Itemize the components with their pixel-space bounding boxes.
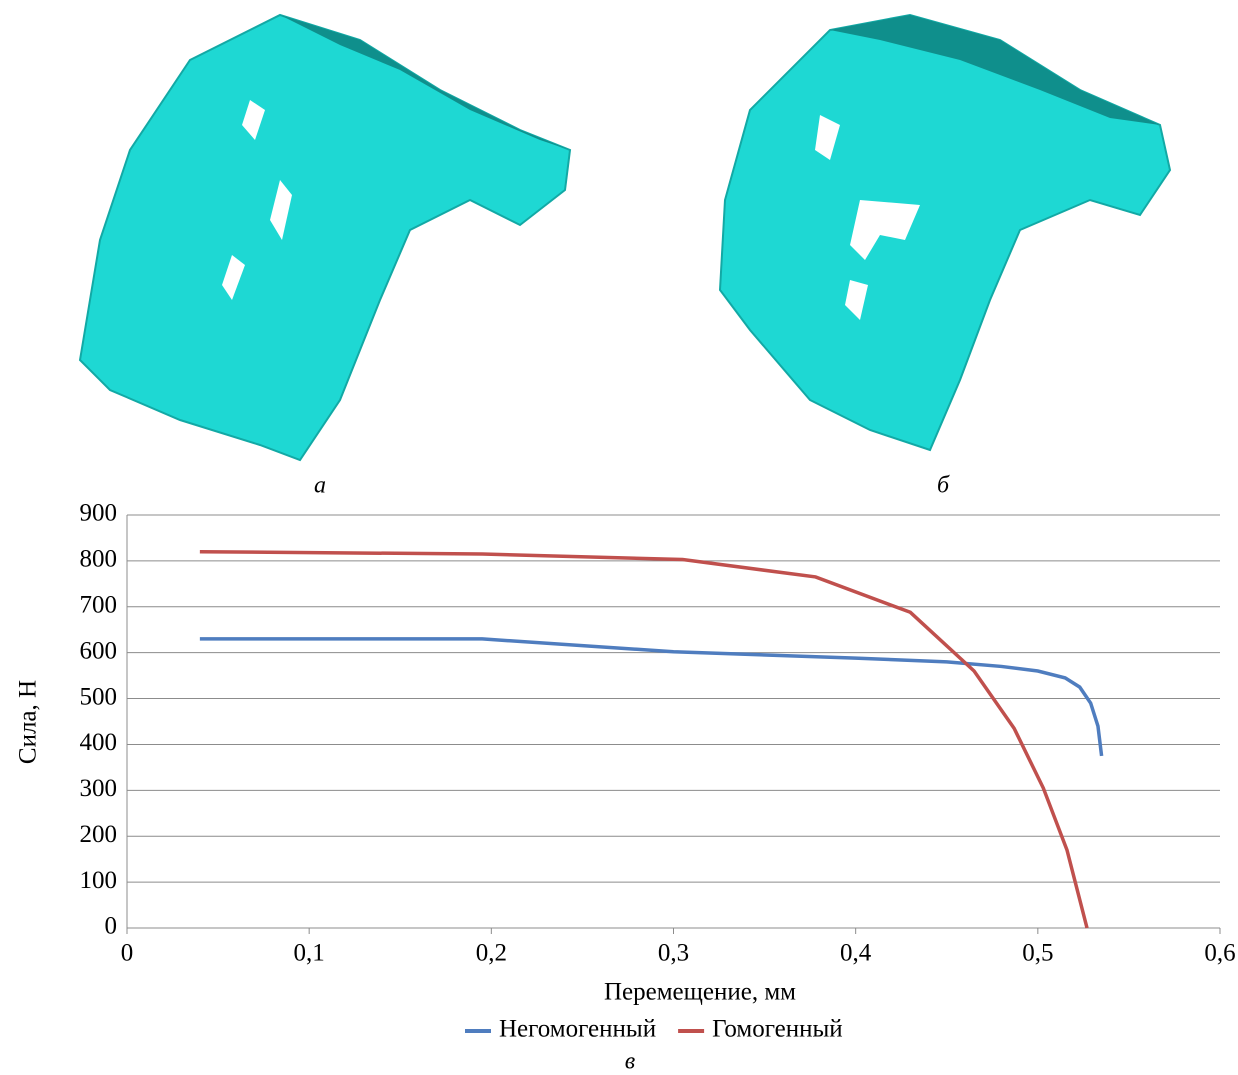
y-tick-label: 300 [80, 775, 118, 802]
mesh-b [720, 15, 1170, 450]
y-tick-label: 500 [80, 683, 118, 710]
mesh-a [80, 15, 570, 460]
x-tick-label: 0,6 [1204, 940, 1235, 967]
y-tick-label: 0 [105, 913, 118, 940]
caption: б [937, 473, 950, 499]
y-tick-label: 700 [80, 592, 118, 619]
y-tick-label: 800 [80, 546, 118, 573]
series-line [200, 552, 1087, 928]
y-tick-label: 100 [80, 867, 118, 894]
page: а б в Перемещение, мм Сила, Н 0 100 200 300… [0, 0, 1238, 1075]
x-tick-label: 0 [121, 940, 134, 967]
x-tick-label: 0,4 [840, 940, 872, 967]
x-axis-title: Перемещение, мм [604, 979, 796, 1006]
legend-label: Гомогенный [712, 1016, 843, 1043]
x-tick-label: 0,1 [294, 940, 325, 967]
caption: в [625, 1049, 635, 1075]
caption: а [314, 473, 326, 499]
legend-label: Негомогенный [499, 1016, 656, 1043]
y-tick-label: 200 [80, 821, 118, 848]
x-tick-label: 0,2 [476, 940, 507, 967]
x-tick-label: 0,3 [658, 940, 689, 967]
y-axis-title: Сила, Н [15, 680, 42, 764]
y-tick-label: 900 [80, 500, 118, 527]
y-tick-label: 400 [80, 729, 118, 756]
figure: а б в Перемещение, мм Сила, Н 0 100 200 300… [0, 0, 1238, 1075]
x-tick-label: 0,5 [1022, 940, 1053, 967]
series-line [200, 639, 1102, 756]
y-tick-label: 600 [80, 637, 118, 664]
